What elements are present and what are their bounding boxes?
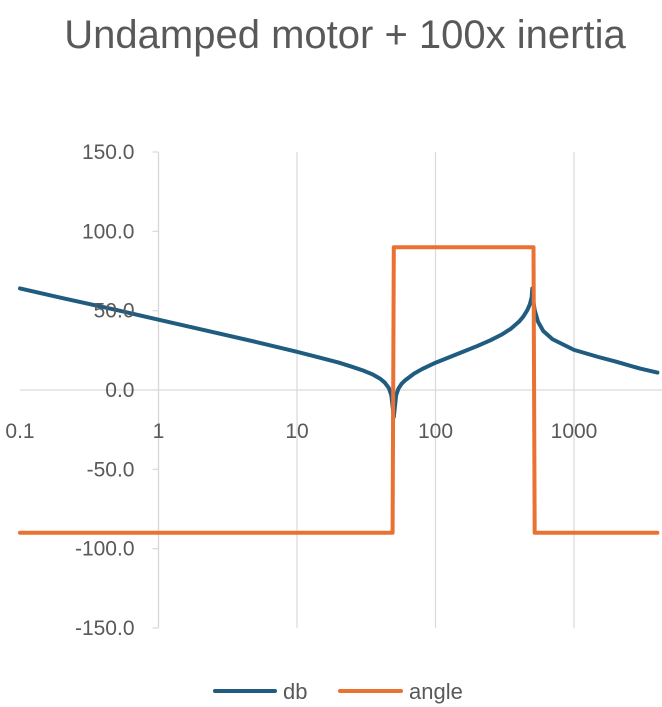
- series-line-db: [18, 286, 660, 419]
- x-tick-label: 1000: [551, 420, 598, 443]
- x-tick-label: 0.1: [5, 420, 34, 443]
- y-tick-label: 50.0: [94, 300, 135, 323]
- x-tick-label: 10: [285, 420, 308, 443]
- y-tick-label: 100.0: [82, 220, 135, 243]
- legend-label-db: db: [283, 679, 307, 704]
- axes: [20, 151, 662, 629]
- tick-labels: 150.0 100.0 50.0 0.0 -50.0 -100.0 -150.0 0.1 1 10…: [5, 141, 597, 640]
- y-tick-label: -50.0: [87, 458, 135, 481]
- series-lines: [18, 245, 660, 535]
- x-tick-label: 1: [153, 420, 165, 443]
- chart-title: Undamped motor + 100x inertia: [64, 13, 626, 57]
- legend-label-angle: angle: [409, 679, 463, 704]
- y-tick-label: 150.0: [82, 141, 135, 164]
- y-tick-label: -150.0: [75, 617, 135, 640]
- legend: db angle: [213, 679, 463, 704]
- x-tick-label: 100: [418, 420, 453, 443]
- series-line-angle: [18, 245, 660, 535]
- y-tick-label: -100.0: [75, 538, 135, 561]
- y-tick-label: 0.0: [105, 379, 134, 402]
